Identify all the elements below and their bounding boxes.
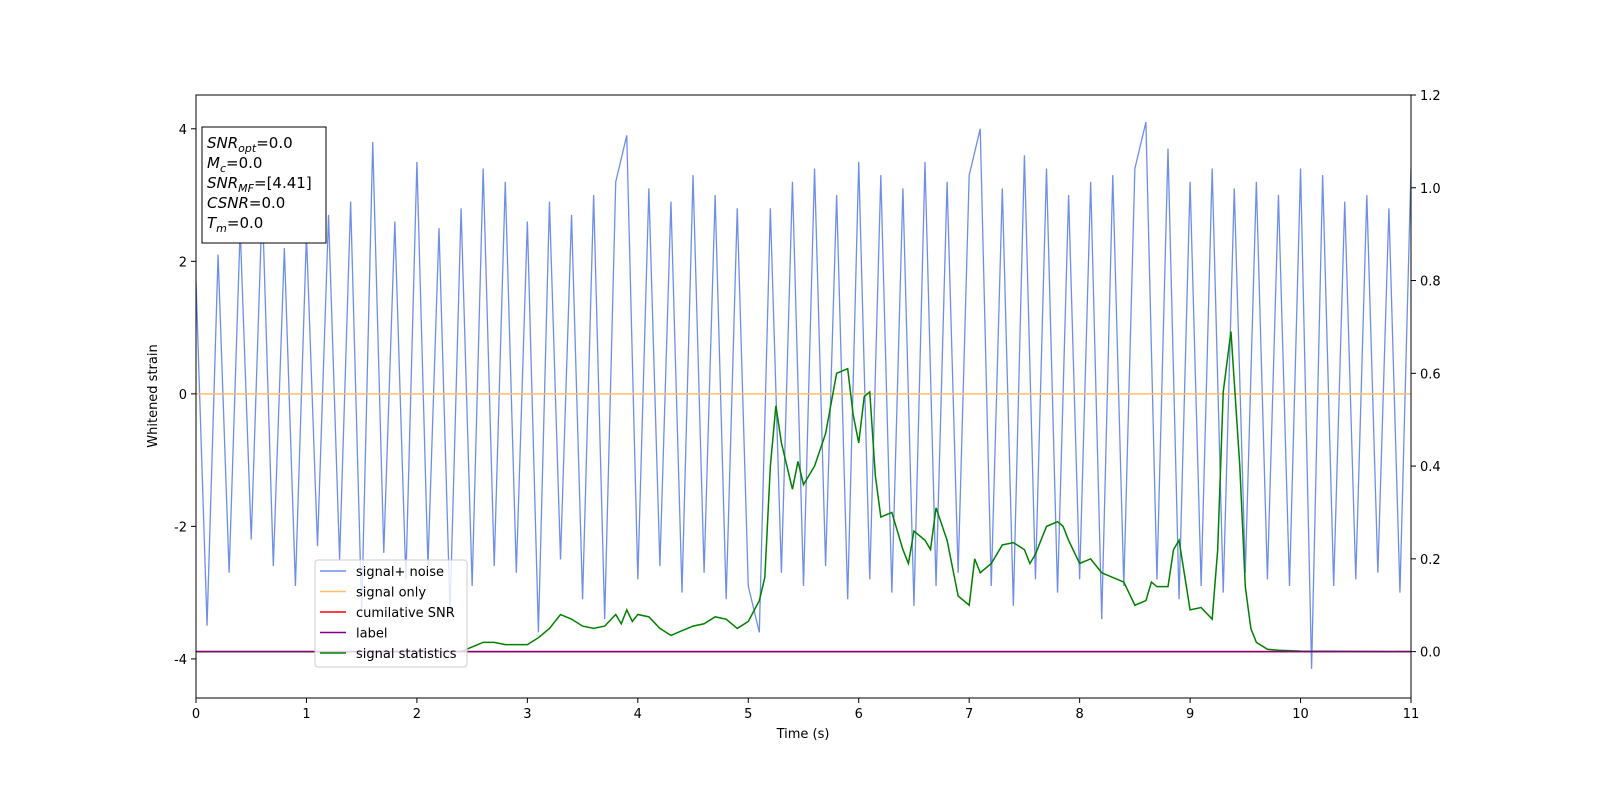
annotation-base: CSNR [207,194,249,212]
annotation-line: SNRopt=0.0 [207,134,293,155]
y2-tick-label: 1.0 [1420,182,1441,197]
annotation-line: SNRMF=[4.41] [207,174,312,195]
y2-tick-label: 0.0 [1420,646,1441,661]
x-tick-label: 1 [302,707,310,722]
annotation-text: =0.0 [256,134,292,152]
annotation-base: SNR [207,174,238,192]
x-tick-label: 9 [1186,707,1194,722]
y-tick-label: -2 [174,520,187,535]
x-tick-label: 8 [1075,707,1083,722]
x-tick-label: 11 [1403,707,1420,722]
annotation-text: =0.0 [249,194,285,212]
legend-label: signal+ noise [356,565,444,580]
annotation-line: Mc=0.0 [207,154,262,175]
annotation-sub: MF [238,182,254,195]
x-tick-label: 4 [634,707,642,722]
x-tick-label: 2 [413,707,421,722]
x-axis-label: Time (s) [776,727,830,742]
annotation-sub: c [220,162,226,175]
annotation-line: CSNR=0.0 [207,194,285,212]
annotation-text: =0.0 [226,154,262,172]
legend-label: signal only [356,586,426,601]
annotation-box [201,126,327,244]
annotation-base: T [207,214,218,232]
annotation-sub: m [216,222,227,235]
y-axis-label: Whitened strain [146,344,161,447]
legend-label: label [356,627,387,642]
y2-tick-label: 0.2 [1420,553,1441,568]
y2-tick-label: 1.2 [1420,89,1441,104]
x-tick-label: 3 [523,707,531,722]
annotation-line: Tm=0.0 [207,214,263,235]
x-tick-label: 0 [192,707,200,722]
x-tick-label: 6 [855,707,863,722]
legend-box [314,559,468,668]
annotation-base: SNR [207,134,238,152]
legend-label: signal statistics [356,647,457,662]
annotation-text: =[4.41] [254,174,312,192]
x-tick-label: 10 [1292,707,1309,722]
y-tick-label: 2 [179,255,187,270]
y-tick-label: -4 [174,653,187,668]
x-tick-label: 5 [744,707,752,722]
y-tick-label: 4 [179,123,187,138]
y-tick-label: 0 [179,388,187,403]
annotation-sub: opt [238,142,257,155]
x-tick-label: 7 [965,707,973,722]
y2-tick-label: 0.6 [1420,367,1441,382]
y2-tick-label: 0.8 [1420,275,1441,290]
axes-frame [195,94,1412,699]
legend-label: cumilative SNR [356,606,455,621]
y2-tick-label: 0.4 [1420,460,1441,475]
series-line [196,331,1411,653]
series-line [196,122,1411,669]
annotation-text: =0.0 [227,214,263,232]
annotation-base: M [207,154,220,172]
